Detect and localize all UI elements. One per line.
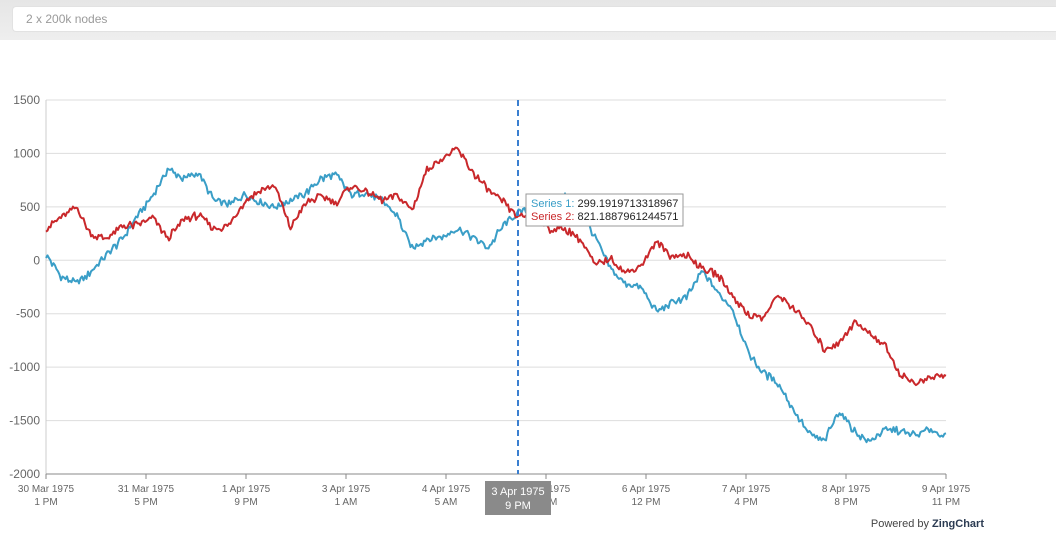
x-tick-label: 1 AM [335, 497, 358, 508]
grid-lines [46, 99, 946, 475]
y-axis: 1500 1000 500 0 -500 -1000 -1500 -2000 [9, 93, 47, 481]
y-tick-label: 0 [33, 253, 40, 267]
x-tick-label: 3 Apr 1975 [322, 484, 371, 495]
tooltip-series-name: Series 1: [531, 198, 577, 210]
x-tick-label: 6 Apr 1975 [622, 484, 671, 495]
series-line-1 [45, 167, 947, 444]
y-tick-label: -1000 [9, 360, 40, 374]
crosshair: 3 Apr 1975 9 PM Series 1: 299.191971331896… [485, 100, 684, 515]
crosshair-label-date: 3 Apr 1975 [491, 486, 544, 498]
x-tick-label: 4 Apr 1975 [422, 484, 471, 495]
crosshair-label-box [485, 481, 551, 515]
x-tick-label: 30 Mar 1975 [18, 484, 75, 495]
x-tick-label: 31 Mar 1975 [118, 484, 175, 495]
zingchart-brand[interactable]: ZingChart [932, 518, 984, 530]
x-tick-label: 12 PM [632, 497, 661, 508]
x-tick-label: 5 PM [134, 497, 157, 508]
powered-by-credit[interactable]: Powered by ZingChart [871, 518, 984, 530]
x-tick-label: 1 PM [34, 497, 57, 508]
x-axis: 30 Mar 1975 1 PM 31 Mar 1975 5 PM 1 Apr 1975… [18, 473, 971, 508]
tooltip-row: Series 1: 299.1919713318967 [531, 198, 678, 210]
y-tick-label: -1500 [9, 414, 40, 428]
y-tick-label: 1500 [13, 93, 40, 107]
tooltip-row: Series 2: 821.1887961244571 [531, 211, 678, 223]
x-tick-label: 9 Apr 1975 [922, 484, 971, 495]
crosshair-label-time: 9 PM [505, 500, 531, 512]
x-tick-label: 8 Apr 1975 [822, 484, 871, 495]
x-tick-label: 4 PM [734, 497, 757, 508]
x-tick-label: 1 Apr 1975 [222, 484, 271, 495]
tooltip-value: 299.1919713318967 [577, 198, 678, 210]
chart-title-field[interactable]: 2 x 200k nodes [12, 6, 1056, 32]
tooltip-value: 821.1887961244571 [577, 211, 678, 223]
top-bar: 2 x 200k nodes [0, 0, 1056, 40]
series-line-2 [45, 146, 947, 387]
tooltip-box [525, 193, 684, 227]
x-tick-label: 5 AM [435, 497, 458, 508]
x-tick-label: 8 PM [834, 497, 857, 508]
y-tick-label: -500 [16, 307, 40, 321]
x-tick-label: 11 PM [932, 497, 960, 508]
y-tick-label: -2000 [9, 467, 40, 481]
powered-by-text: Powered by [870, 518, 929, 530]
series-lines [45, 146, 947, 444]
x-tick-label: 7 Apr 1975 [722, 484, 771, 495]
y-tick-label: 500 [20, 200, 40, 214]
y-tick-label: 1000 [13, 146, 40, 160]
tooltip-series-name: Series 2: [531, 211, 577, 223]
x-tick-label: 9 PM [234, 497, 257, 508]
